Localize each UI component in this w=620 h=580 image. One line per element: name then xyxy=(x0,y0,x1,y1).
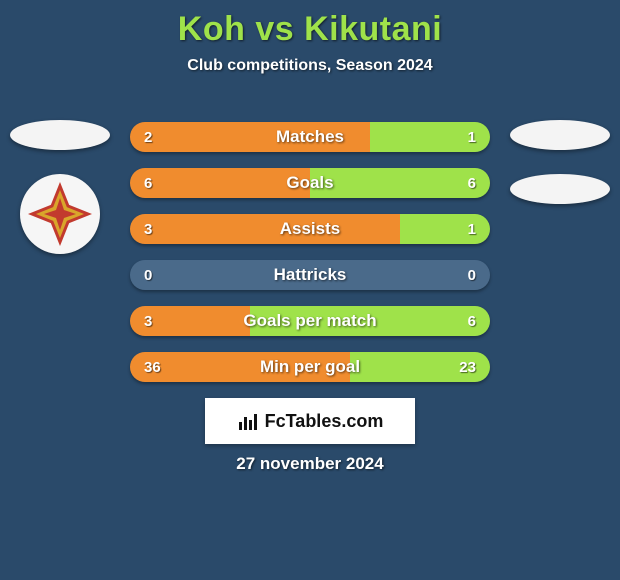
stat-p2-segment: 1 xyxy=(400,214,490,244)
stat-row: 31Assists xyxy=(130,214,490,244)
stat-p1-segment: 3 xyxy=(130,306,250,336)
stat-p1-segment: 36 xyxy=(130,352,350,382)
stat-p2-segment: 0 xyxy=(310,260,490,290)
stat-p2-value: 23 xyxy=(459,359,476,376)
player2-ellipse-badge-1 xyxy=(510,120,610,150)
stat-p2-value: 1 xyxy=(468,129,476,146)
stat-p2-value: 6 xyxy=(468,313,476,330)
player1-ellipse-badge xyxy=(10,120,110,150)
stat-row: 3623Min per goal xyxy=(130,352,490,382)
stat-row: 21Matches xyxy=(130,122,490,152)
stat-p2-segment: 6 xyxy=(250,306,490,336)
stat-p1-segment: 3 xyxy=(130,214,400,244)
stat-p2-segment: 23 xyxy=(350,352,490,382)
stat-p1-segment: 0 xyxy=(130,260,310,290)
stat-p2-segment: 1 xyxy=(370,122,490,152)
stat-p1-segment: 6 xyxy=(130,168,310,198)
subtitle: Club competitions, Season 2024 xyxy=(0,57,620,75)
watermark: FcTables.com xyxy=(205,398,415,444)
left-badges xyxy=(10,120,110,254)
club-emblem-icon xyxy=(28,182,92,246)
stat-p2-value: 1 xyxy=(468,221,476,238)
stat-p2-segment: 6 xyxy=(310,168,490,198)
stat-p2-value: 0 xyxy=(468,267,476,284)
right-badges xyxy=(510,120,610,204)
stat-p1-value: 36 xyxy=(144,359,161,376)
stat-p1-value: 3 xyxy=(144,221,152,238)
stat-p1-value: 0 xyxy=(144,267,152,284)
stat-row: 36Goals per match xyxy=(130,306,490,336)
watermark-text: FcTables.com xyxy=(265,411,384,432)
stat-p1-segment: 2 xyxy=(130,122,370,152)
stat-p1-value: 3 xyxy=(144,313,152,330)
player2-ellipse-badge-2 xyxy=(510,174,610,204)
stat-p1-value: 2 xyxy=(144,129,152,146)
stat-row: 00Hattricks xyxy=(130,260,490,290)
player1-club-badge xyxy=(20,174,100,254)
chart-icon xyxy=(237,410,259,432)
stat-p2-value: 6 xyxy=(468,175,476,192)
stat-row: 66Goals xyxy=(130,168,490,198)
stat-bars: 21Matches66Goals31Assists00Hattricks36Go… xyxy=(130,122,490,382)
page-title: Koh vs Kikutani xyxy=(0,0,620,49)
stat-p1-value: 6 xyxy=(144,175,152,192)
date-line: 27 november 2024 xyxy=(0,454,620,474)
